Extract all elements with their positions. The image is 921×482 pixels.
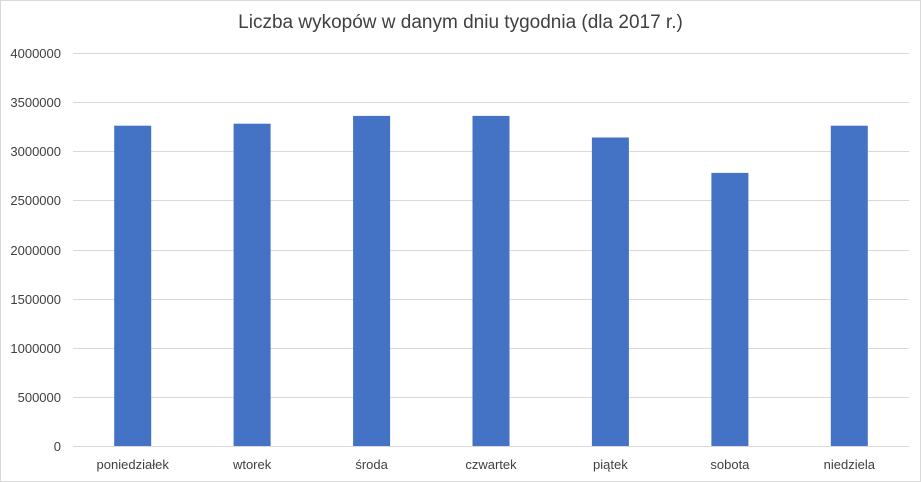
bar-5: [711, 172, 749, 446]
y-tick-label: 3500000: [10, 95, 61, 110]
x-tick-label: piątek: [593, 457, 628, 472]
y-tick-label: 2000000: [10, 243, 61, 258]
y-tick-label: 2500000: [10, 193, 61, 208]
bar-0: [114, 125, 152, 446]
x-tick-label: wtorek: [232, 457, 272, 472]
bars: [114, 115, 868, 447]
x-tick-label: czwartek: [465, 457, 517, 472]
chart-title: Liczba wykopów w danym dniu tygodnia (dl…: [238, 12, 683, 33]
y-tick-label: 4000000: [10, 46, 61, 61]
bar-4: [591, 137, 629, 446]
y-tick-label: 0: [54, 439, 61, 454]
x-tick-label: środa: [355, 457, 388, 472]
bar-2: [353, 115, 391, 447]
x-tick-label: poniedziałek: [97, 457, 170, 472]
bar-6: [830, 125, 868, 446]
bar-3: [472, 115, 510, 447]
y-tick-label: 1500000: [10, 292, 61, 307]
y-tick-label: 3000000: [10, 144, 61, 159]
x-tick-label: niedziela: [824, 457, 876, 472]
y-axis-tick-labels: 0 500000 1000000 1500000 2000000 2500000 30000…: [10, 46, 61, 454]
x-tick-label: sobota: [710, 457, 750, 472]
x-axis-tick-labels: poniedziałek wtorek środa czwartek piątek sob…: [97, 457, 876, 472]
y-tick-label: 1000000: [10, 341, 61, 356]
bar-1: [233, 123, 271, 446]
y-tick-label: 500000: [18, 390, 61, 405]
